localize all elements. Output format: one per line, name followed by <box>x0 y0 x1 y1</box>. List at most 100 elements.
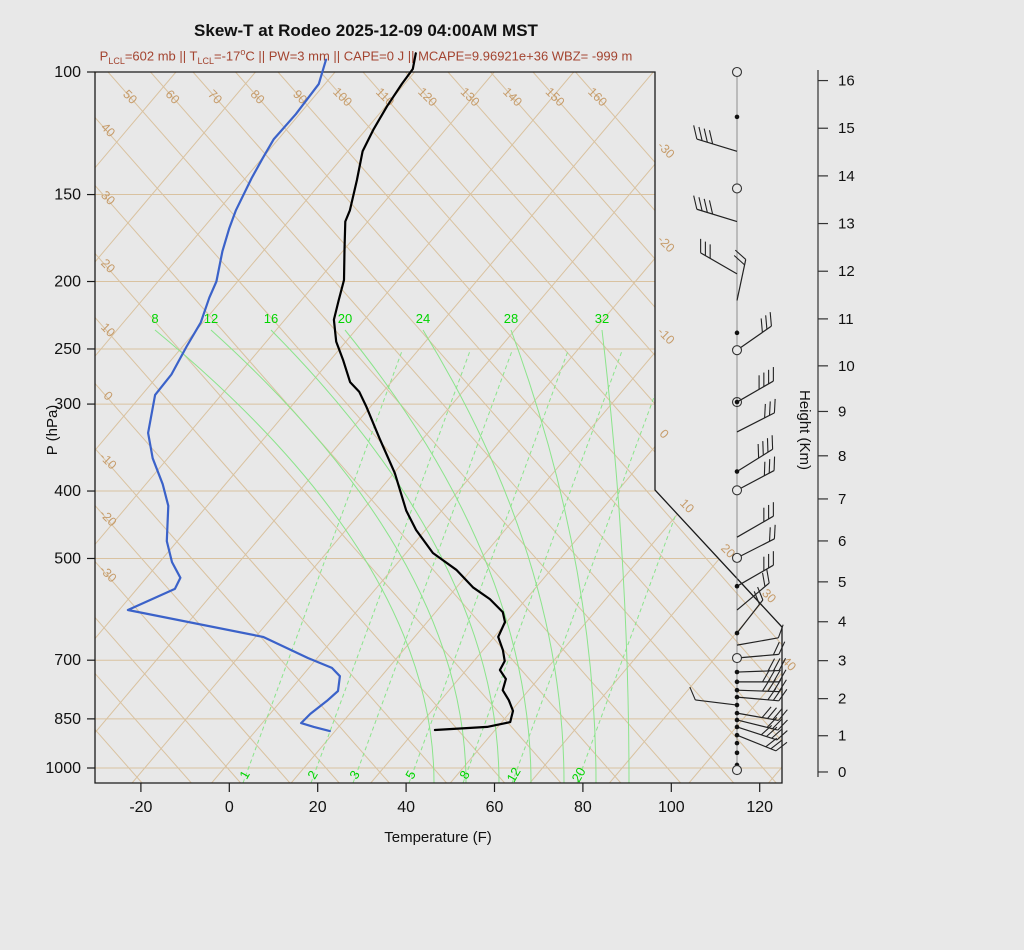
isotherm-label: 10 <box>677 496 697 516</box>
dry-adiabat-label: 90 <box>290 87 310 107</box>
wind-barb <box>736 624 784 646</box>
mixing-ratio-label: 20 <box>568 765 588 785</box>
pressure-axis-title: P (hPa) <box>44 405 61 456</box>
isotherm-label: 0 <box>657 427 672 442</box>
wind-barb <box>731 183 743 194</box>
dry-adiabat-label: 50 <box>120 87 140 107</box>
height-tick-label: 6 <box>838 533 846 550</box>
pressure-tick-label: 250 <box>54 341 81 358</box>
dewpoint-curve <box>126 58 341 733</box>
height-tick-label: 14 <box>838 168 855 185</box>
dry-adiabat-label: 10 <box>98 320 118 340</box>
pressure-tick-label: 150 <box>54 187 81 204</box>
wind-barbs <box>689 66 788 776</box>
dry-adiabat-label: 70 <box>205 87 225 107</box>
wind-barb <box>734 740 740 746</box>
annotation-segment: o <box>240 47 246 57</box>
dry-adiabat-label: 160 <box>585 85 610 110</box>
wind-barb <box>689 686 740 708</box>
moist-adiabat-label: 28 <box>504 311 518 326</box>
temperature-axis-title: Temperature (F) <box>384 829 492 846</box>
height-tick-label: 11 <box>838 311 854 328</box>
wind-barb <box>693 195 738 223</box>
annotation-segment: =-17 <box>213 48 241 64</box>
height-tick-label: 5 <box>838 574 846 591</box>
height-tick-label: 13 <box>838 216 855 233</box>
mixing-ratio-label: 2 <box>304 768 321 782</box>
dry-adiabat-label: 150 <box>543 85 568 110</box>
wind-barb <box>734 716 788 731</box>
wind-barb <box>734 435 774 474</box>
temperature-tick-label: 0 <box>225 799 234 816</box>
wind-barb <box>733 249 747 301</box>
temperature-tick-label: -20 <box>129 799 152 816</box>
moist-adiabat-label: 8 <box>151 311 158 326</box>
chart-annotation: PLCL=602 mb || TLCL=-17oC || PW=3 mm || … <box>0 47 732 66</box>
pressure-axis: 100 150 200 250 300 400 500 700 850 1000 P (hPa) <box>44 64 95 777</box>
pressure-tick-label: 300 <box>54 396 81 413</box>
moist-adiabat-label: 16 <box>264 311 278 326</box>
height-tick-label: 10 <box>838 358 855 375</box>
annotation-segment: P <box>99 48 109 64</box>
dry-adiabat-label: 80 <box>248 87 268 107</box>
wind-barb <box>734 114 740 120</box>
height-tick-label: 1 <box>838 728 846 745</box>
temperature-tick-label: 120 <box>746 799 773 816</box>
wind-barb <box>731 765 743 776</box>
dry-adiabat-label: -30 <box>97 563 120 586</box>
temperature-tick-label: 80 <box>574 799 592 816</box>
height-tick-label: 0 <box>838 764 846 781</box>
dry-adiabat-label: 60 <box>163 87 183 107</box>
wind-barb <box>734 657 787 675</box>
height-tick-label: 8 <box>838 448 846 465</box>
height-tick-label: 3 <box>838 653 846 670</box>
dry-adiabat-label: -10 <box>97 450 120 473</box>
height-tick-label: 4 <box>838 614 846 631</box>
pressure-tick-label: 400 <box>54 483 81 500</box>
annotation-segment: C || PW=3 mm || CAPE=0 J || MCAPE=9.9692… <box>245 48 633 64</box>
pressure-tick-label: 100 <box>54 64 81 81</box>
wind-barb <box>731 312 772 356</box>
wind-barb <box>693 125 738 152</box>
wind-barb <box>731 456 776 496</box>
temperature-tick-label: 100 <box>658 799 685 816</box>
wind-barb <box>734 724 788 741</box>
wind-barb <box>731 367 774 408</box>
dry-adiabat-label: 130 <box>458 85 483 110</box>
wind-barb <box>734 551 774 589</box>
moist-adiabat-label: 32 <box>595 311 609 326</box>
wind-barb <box>734 706 788 722</box>
pressure-tick-label: 850 <box>54 711 81 728</box>
chart-title: Skew-T at Rodeo 2025-12-09 04:00AM MST <box>194 21 538 40</box>
dry-adiabat-label: 140 <box>500 85 525 110</box>
moist-adiabat-label: 24 <box>416 311 430 326</box>
height-tick-label: 2 <box>838 691 846 708</box>
temperature-tick-label: 20 <box>309 799 327 816</box>
wind-barb <box>736 502 774 538</box>
wind-barb <box>734 732 788 752</box>
wind-barb <box>734 750 740 756</box>
mixing-ratio-label: 8 <box>456 768 473 782</box>
dry-adiabat-label: -20 <box>97 507 120 530</box>
wind-barb <box>700 238 738 275</box>
annotation-segment: LCL <box>108 55 125 66</box>
height-tick-label: 12 <box>838 263 855 280</box>
plot-border <box>94 71 783 784</box>
mixing-ratio-label: 12 <box>503 765 523 785</box>
wind-barb <box>734 678 787 693</box>
dry-adiabat-label: 100 <box>330 85 355 110</box>
pressure-tick-label: 1000 <box>45 760 81 777</box>
wind-barb <box>731 66 743 78</box>
temperature-curve <box>332 52 515 732</box>
background-lines <box>95 72 782 783</box>
pressure-tick-label: 500 <box>54 550 81 567</box>
height-tick-label: 7 <box>838 491 846 508</box>
moist-adiabat-label: 12 <box>204 311 218 326</box>
dry-adiabat-label: 20 <box>98 256 118 276</box>
isotherm-label: -10 <box>655 325 678 348</box>
wind-barb <box>734 330 740 336</box>
wind-barb <box>734 586 764 636</box>
height-tick-label: 9 <box>838 403 846 420</box>
